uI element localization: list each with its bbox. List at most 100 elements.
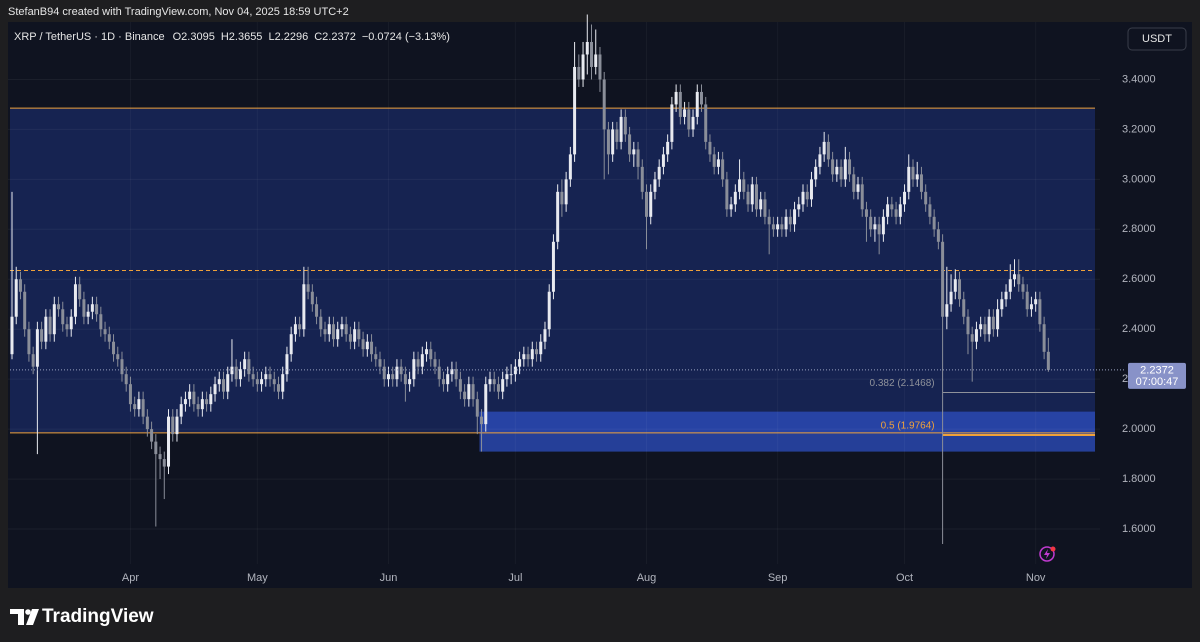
candle-body xyxy=(145,416,149,430)
y-tick-label: 2.0000 xyxy=(1122,423,1156,435)
candle-body xyxy=(116,354,120,360)
candle-body xyxy=(606,129,610,155)
candle-body xyxy=(433,359,437,367)
candle-body xyxy=(797,204,801,210)
candle-body xyxy=(336,329,340,340)
candle-body xyxy=(61,309,65,325)
candle-body xyxy=(35,329,39,367)
candle-body xyxy=(704,104,708,142)
candle-body xyxy=(848,159,852,175)
candle-body xyxy=(856,184,860,192)
candle-body xyxy=(171,416,175,435)
candle-body xyxy=(979,324,983,330)
candle-body xyxy=(754,184,758,210)
candle-body xyxy=(535,349,539,355)
candle-body xyxy=(839,166,843,180)
candle-body xyxy=(818,154,822,167)
candle-body xyxy=(628,134,632,155)
candle-body xyxy=(425,349,429,355)
candle-body xyxy=(217,379,221,385)
candle-body xyxy=(73,284,77,317)
alert-icon[interactable] xyxy=(1039,546,1056,562)
candle-body xyxy=(234,366,238,380)
candle-body xyxy=(357,329,361,340)
candle-body xyxy=(378,359,382,367)
candle-body xyxy=(919,174,923,192)
candle-body xyxy=(619,116,623,142)
ohlc-key: O xyxy=(173,31,182,43)
candle-body xyxy=(864,209,868,217)
candle-body xyxy=(14,279,18,317)
ohlc-value: 2.2372 xyxy=(322,31,356,43)
candle-body xyxy=(344,324,348,335)
candle-body xyxy=(281,374,285,392)
candle-body xyxy=(568,154,572,180)
candle-body xyxy=(522,354,526,360)
candle-body xyxy=(120,359,124,375)
brand-logo xyxy=(10,609,39,625)
candle-body xyxy=(801,191,805,205)
x-tick-label: May xyxy=(247,572,268,584)
fib-label: 0.382 (2.1468) xyxy=(870,378,935,389)
candle-body xyxy=(958,279,962,300)
candle-body xyxy=(293,324,297,335)
candle-body xyxy=(264,374,268,380)
candle-body xyxy=(733,191,737,205)
candle-body xyxy=(327,324,331,335)
candle-body xyxy=(890,204,894,210)
candle-body xyxy=(226,374,230,392)
candle-body xyxy=(805,191,809,200)
candle-body xyxy=(543,329,547,342)
candle-body xyxy=(953,279,957,292)
candle-body xyxy=(247,359,251,375)
candle-body xyxy=(260,379,264,385)
currency[interactable]: USDT xyxy=(1142,33,1172,45)
x-tick-label: Nov xyxy=(1026,572,1046,584)
candle-body xyxy=(1038,299,1042,325)
candle-body xyxy=(192,391,196,405)
candle-body xyxy=(539,341,543,355)
candle-body xyxy=(1046,351,1050,370)
candle-body xyxy=(52,304,56,335)
candle-body xyxy=(962,299,966,317)
candle-body xyxy=(767,216,771,225)
candle-body xyxy=(298,324,302,330)
candle-body xyxy=(374,354,378,360)
candle-body xyxy=(90,304,94,312)
candle-body xyxy=(289,334,293,355)
candle-body xyxy=(183,399,187,405)
last-price-box xyxy=(1128,362,1186,389)
y-tick-label: 1.6000 xyxy=(1122,523,1156,535)
candle-body xyxy=(331,324,335,340)
candle-body xyxy=(370,341,374,355)
candle-body xyxy=(585,41,589,55)
candle-body xyxy=(112,341,116,355)
candle-body xyxy=(898,204,902,217)
candle-body xyxy=(471,384,475,400)
candle-body xyxy=(475,399,479,417)
currency-button[interactable] xyxy=(1127,27,1187,51)
candle-body xyxy=(505,374,509,380)
candle-body xyxy=(365,341,369,350)
candle-body xyxy=(564,179,568,205)
candle-body xyxy=(941,241,945,317)
candle-body xyxy=(458,379,462,392)
candle-body xyxy=(18,279,22,292)
symbol: XRP / TetherUS · 1D · Binance O2.3095 H2.3… xyxy=(14,31,450,43)
candle-body xyxy=(137,399,141,410)
candle-body xyxy=(124,374,128,385)
candle-body xyxy=(826,141,830,160)
x-tick-label: Sep xyxy=(768,572,788,584)
candle-body xyxy=(222,379,225,392)
fib-label: 0.5 (1.9764) xyxy=(881,421,935,432)
y-tick-label: 3.0000 xyxy=(1122,173,1156,185)
candle-body xyxy=(95,304,99,315)
candle-body xyxy=(843,159,847,180)
candle-body xyxy=(86,311,90,317)
candle-body xyxy=(78,284,82,300)
candle-body xyxy=(547,291,551,330)
candle-body xyxy=(623,116,627,135)
ohlc-value: 2.3655 xyxy=(229,31,263,43)
